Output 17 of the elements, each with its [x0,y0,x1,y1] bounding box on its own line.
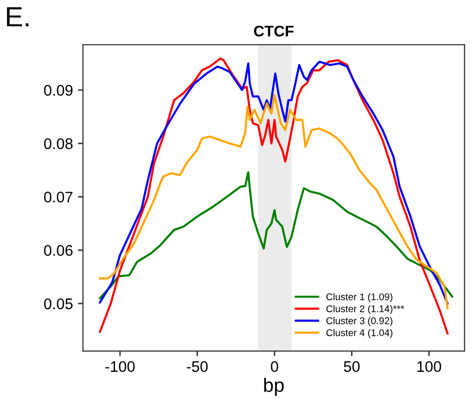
y-tick-label: 0.09 [44,84,73,96]
legend-label: Cluster 4 (1.04) [326,329,392,338]
y-tick-label: 0.07 [44,192,72,202]
chart-title: CTCF [254,26,294,37]
x-tick-label: 0 [270,361,278,372]
x-axis-title: bp [264,378,284,396]
y-tick-label: 0.05 [44,298,73,310]
legend-label: Cluster 3 (0.92) [326,317,392,326]
x-tick-label: -50 [186,361,208,372]
text: E. [7,7,28,26]
y-tick-label: 0.08 [44,138,73,150]
legend-label: Cluster 1 (1.09) [326,293,392,302]
y-tick-label: 0.06 [44,245,73,256]
x-tick-label: 100 [417,361,442,372]
x-tick-label: 50 [344,361,360,372]
x-tick-label: -100 [105,361,135,372]
legend-label: Cluster 2 (1.14)*** [326,305,404,314]
